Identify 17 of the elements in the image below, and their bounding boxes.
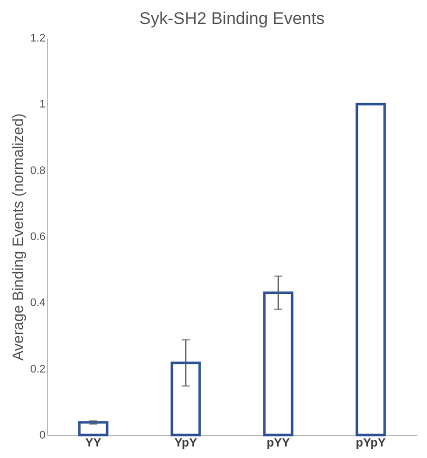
bar xyxy=(263,291,294,436)
x-tick-label: pYpY xyxy=(356,436,386,450)
bar xyxy=(356,102,386,436)
x-tick-label: pYY xyxy=(266,436,290,450)
y-tick-label: 1.2 xyxy=(30,32,46,44)
y-tick-label: 0.8 xyxy=(30,164,46,177)
x-tick-label: YpY xyxy=(174,436,198,450)
bar xyxy=(170,362,201,436)
y-tick-label: 1 xyxy=(39,98,46,111)
y-tick-label: 0.6 xyxy=(30,231,46,243)
y-tick-label: 0 xyxy=(39,430,46,442)
bar xyxy=(78,421,108,436)
x-tick-label: YY xyxy=(85,436,102,450)
chart-title: Syk-SH2 Binding Events xyxy=(139,9,325,28)
y-tick-label: 0.2 xyxy=(30,363,46,376)
y-axis-title: Average Binding Events (normalized) xyxy=(10,113,28,361)
y-tick-label: 0.4 xyxy=(30,297,46,310)
